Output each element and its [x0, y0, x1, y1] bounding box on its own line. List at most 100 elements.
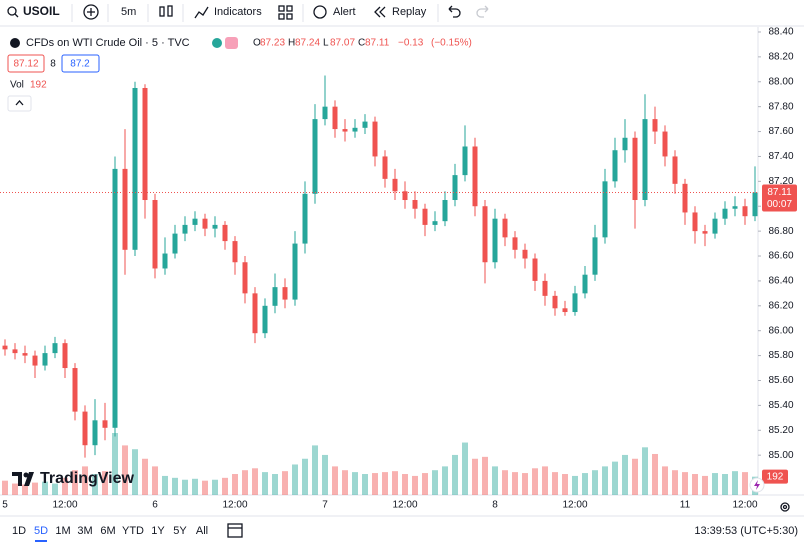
- candle-body: [712, 218, 718, 234]
- range-button[interactable]: All: [196, 525, 208, 537]
- y-tick-label: 85.40: [768, 400, 793, 411]
- volume-bar: [732, 471, 738, 495]
- range-button[interactable]: 5D: [34, 525, 48, 537]
- legend-high: 87.24: [295, 38, 320, 49]
- candle-body: [162, 253, 168, 269]
- volume-bar: [332, 466, 338, 495]
- candle-body: [382, 156, 388, 179]
- candle-body: [182, 224, 188, 234]
- volume-bar: [512, 472, 518, 495]
- volume-bar: [92, 474, 98, 495]
- redo-button[interactable]: [476, 5, 489, 18]
- volume-bar: [402, 474, 408, 495]
- volume-bar: [702, 475, 708, 495]
- range-button[interactable]: YTD: [122, 525, 144, 537]
- settings-button[interactable]: [780, 502, 790, 512]
- volume-bar: [462, 442, 468, 495]
- candle-body: [52, 343, 58, 354]
- compare-button[interactable]: [83, 4, 99, 20]
- price-tag-value: 87.11: [767, 187, 792, 198]
- candle-body: [742, 206, 748, 217]
- search-icon[interactable]: [7, 6, 17, 16]
- volume-bar: [422, 473, 428, 495]
- market-status: [212, 38, 222, 48]
- volume-bar: [162, 475, 168, 495]
- replay-button[interactable]: Replay: [392, 6, 427, 18]
- alert-icon[interactable]: [313, 5, 327, 19]
- undo-button[interactable]: [448, 5, 461, 18]
- y-tick-label: 87.60: [768, 126, 793, 137]
- x-tick-label: 12:00: [222, 500, 247, 511]
- volume-bar: [482, 456, 488, 495]
- indicators-button[interactable]: Indicators: [214, 6, 262, 18]
- candle-body: [522, 249, 528, 259]
- range-button[interactable]: 1M: [55, 525, 70, 537]
- volume-bar: [622, 454, 628, 495]
- flag-icon[interactable]: [225, 37, 238, 49]
- volume-bar: [662, 466, 668, 495]
- range-button[interactable]: 1Y: [151, 525, 165, 537]
- chart-type-icon[interactable]: [159, 6, 165, 17]
- volume-bar: [322, 454, 328, 495]
- buy-button[interactable]: [61, 54, 100, 73]
- volume-bar: [2, 480, 8, 495]
- volume-bar: [222, 477, 228, 495]
- range-button[interactable]: 3M: [77, 525, 92, 537]
- volume-bar: [432, 470, 438, 495]
- volume-bar: [442, 466, 448, 495]
- legend-h: H: [288, 38, 295, 49]
- candle-body: [392, 178, 398, 192]
- y-tick-label: 85.20: [768, 425, 793, 436]
- y-tick-label: 87.20: [768, 176, 793, 187]
- candle-body: [232, 241, 238, 263]
- candle-body: [562, 308, 568, 313]
- candle-body: [572, 293, 578, 313]
- candle-body: [172, 233, 178, 254]
- sell-button[interactable]: [7, 54, 45, 73]
- volume-bar: [282, 471, 288, 495]
- x-tick-label: 12:00: [52, 500, 77, 511]
- interval[interactable]: 5m: [121, 6, 136, 18]
- chart-title: CFDs on WTI Crude Oil · 5 · TVC: [26, 37, 190, 49]
- layout-icon[interactable]: [278, 5, 285, 12]
- volume-bar: [142, 458, 148, 495]
- y-tick-label: 86.60: [768, 251, 793, 262]
- volume-bar: [122, 445, 128, 495]
- candle-body: [262, 305, 268, 334]
- candle-body: [402, 191, 408, 201]
- candle-body: [282, 287, 288, 300]
- volume-bar: [652, 453, 658, 495]
- candle-body: [72, 368, 78, 412]
- volume-bar: [712, 473, 718, 495]
- volume-bar: [522, 473, 528, 495]
- candle-body: [502, 218, 508, 238]
- x-tick-label: 6: [152, 500, 158, 511]
- indicators-icon[interactable]: [194, 6, 209, 19]
- replay-icon[interactable]: [374, 6, 381, 18]
- range-button[interactable]: 5Y: [173, 525, 187, 537]
- candle-body: [532, 258, 538, 281]
- volume-bar: [342, 470, 348, 495]
- volume-bar: [112, 433, 118, 495]
- volume-bar: [672, 470, 678, 495]
- volume-bar: [42, 481, 48, 495]
- candle-body: [342, 129, 348, 132]
- y-tick-label: 85.80: [768, 350, 793, 361]
- candle-body: [542, 280, 548, 296]
- collapse-button[interactable]: [7, 95, 32, 112]
- volume-bar: [382, 472, 388, 495]
- candle-body: [472, 146, 478, 207]
- candle-body: [752, 192, 758, 217]
- alert-button[interactable]: Alert: [333, 6, 356, 18]
- range-button[interactable]: 6M: [100, 525, 115, 537]
- candle-body: [222, 224, 228, 242]
- volume-tag-value: 192: [767, 471, 784, 482]
- volume-bar: [742, 472, 748, 495]
- volume-title: Vol: [10, 80, 24, 91]
- symbol[interactable]: USOIL: [23, 4, 60, 18]
- price-tag: [762, 184, 797, 212]
- range-button[interactable]: 1D: [12, 525, 26, 537]
- watermark-text: TradingView: [40, 470, 135, 487]
- calendar-button[interactable]: [227, 523, 243, 538]
